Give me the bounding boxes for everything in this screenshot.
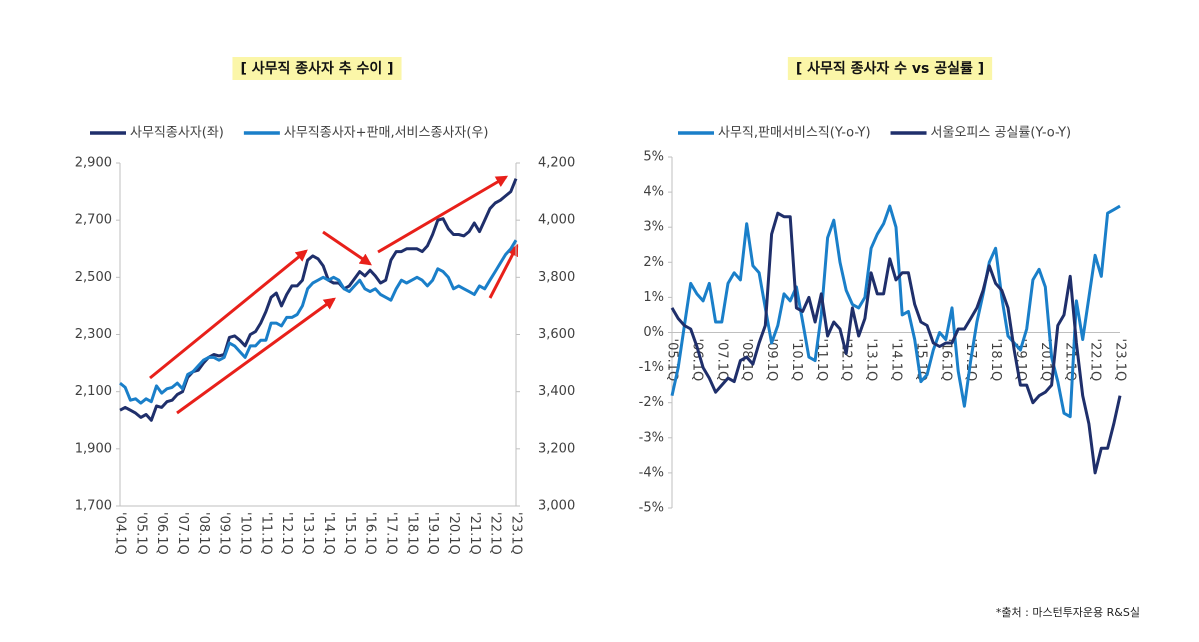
x-tick-label: '07.1Q — [175, 512, 190, 555]
x-tick-label: '18.1Q — [988, 339, 1003, 382]
y-tick-label: 1% — [643, 290, 664, 305]
y2-tick-label: 3,000 — [538, 499, 575, 514]
arrow — [488, 243, 519, 299]
x-tick-label: '23.1Q — [1113, 339, 1128, 382]
x-tick-label: '07.1Q — [714, 339, 729, 382]
y-tick-label: 2,100 — [75, 384, 112, 399]
x-tick-label: '12.1Q — [839, 339, 854, 382]
y2-tick-label: 3,200 — [538, 441, 575, 456]
y-tick-label: -1% — [639, 360, 664, 375]
x-tick-label: '09.1Q — [217, 512, 232, 555]
legend-label: 서울오피스 공실률(Y-o-Y) — [931, 126, 1072, 141]
x-tick-label: '18.1Q — [404, 512, 419, 555]
x-tick-label: '10.1Q — [789, 339, 804, 382]
x-tick-label: '16.1Q — [363, 512, 378, 555]
arrow — [176, 297, 336, 415]
y-tick-label: -3% — [639, 430, 664, 445]
chart-title: [ 사무직 종사자 수 vs 공실률 ] — [796, 60, 984, 77]
x-tick-label: '13.1Q — [300, 512, 315, 555]
y2-tick-label: 4,200 — [538, 156, 575, 171]
x-tick-label: '20.1Q — [446, 512, 461, 555]
x-tick-label: '23.1Q — [509, 512, 524, 555]
x-tick-label: '17.1Q — [383, 512, 398, 555]
x-tick-label: '08.1Q — [196, 512, 211, 555]
x-tick-label: '15.1Q — [342, 512, 357, 555]
y-tick-label: 3% — [643, 220, 664, 235]
y-tick-label: 2,900 — [75, 156, 112, 171]
y-tick-label: -2% — [639, 395, 664, 410]
x-tick-label: '09.1Q — [764, 339, 779, 382]
x-tick-label: '13.1Q — [864, 339, 879, 382]
x-tick-label: '11.1Q — [258, 512, 273, 555]
x-tick-label: '05.1Q — [665, 339, 680, 382]
series-line — [119, 239, 518, 405]
x-tick-label: '06.1Q — [689, 339, 704, 382]
legend-label: 사무직,판매서비스직(Y-o-Y) — [718, 126, 871, 141]
y2-tick-label: 4,000 — [538, 213, 575, 228]
x-tick-label: '05.1Q — [133, 512, 148, 555]
y-tick-label: 1,700 — [75, 499, 112, 514]
y-tick-label: 2,300 — [75, 327, 112, 342]
y-tick-label: 4% — [643, 185, 664, 200]
x-tick-label: '22.1Q — [488, 512, 503, 555]
y-tick-label: 2% — [643, 255, 664, 270]
x-tick-label: '10.1Q — [238, 512, 253, 555]
x-tick-label: '06.1Q — [154, 512, 169, 555]
x-tick-label: '04.1Q — [113, 512, 128, 555]
y2-tick-label: 3,600 — [538, 327, 575, 342]
series-line — [670, 204, 1121, 419]
x-tick-label: '21.1Q — [467, 512, 482, 555]
arrow — [377, 175, 509, 254]
source-note: *출처 : 마스턴투자운용 R&S실 — [996, 606, 1140, 619]
x-tick-label: '12.1Q — [279, 512, 294, 555]
x-tick-label: '16.1Q — [938, 339, 953, 382]
legend-label: 사무직종사자+판매,서비스종사자(우) — [284, 126, 489, 141]
chart-title: [ 사무직 종사자 추 수이 ] — [240, 60, 393, 77]
arrow — [149, 249, 308, 380]
title-highlight — [787, 57, 993, 80]
y-tick-label: 1,900 — [75, 441, 112, 456]
x-tick-label: '08.1Q — [739, 339, 754, 382]
y-tick-label: -4% — [639, 465, 664, 480]
series-line — [670, 211, 1122, 475]
arrow — [322, 230, 372, 266]
y2-tick-label: 3,800 — [538, 270, 575, 285]
title-highlight — [232, 57, 402, 80]
y-tick-label: 2,700 — [75, 213, 112, 228]
x-tick-label: '14.1Q — [889, 339, 904, 382]
legend-label: 사무직종사자(좌) — [130, 126, 224, 141]
y-tick-label: 0% — [643, 325, 664, 340]
x-tick-label: '19.1Q — [425, 512, 440, 555]
y-tick-label: 2,500 — [75, 270, 112, 285]
y-tick-label: 5% — [643, 150, 664, 165]
y2-tick-label: 3,400 — [538, 384, 575, 399]
y-tick-label: -5% — [639, 501, 664, 516]
x-tick-label: '14.1Q — [321, 512, 336, 555]
x-tick-label: '20.1Q — [1038, 339, 1053, 382]
x-tick-label: '22.1Q — [1088, 339, 1103, 382]
annotation-arrows — [149, 175, 519, 415]
